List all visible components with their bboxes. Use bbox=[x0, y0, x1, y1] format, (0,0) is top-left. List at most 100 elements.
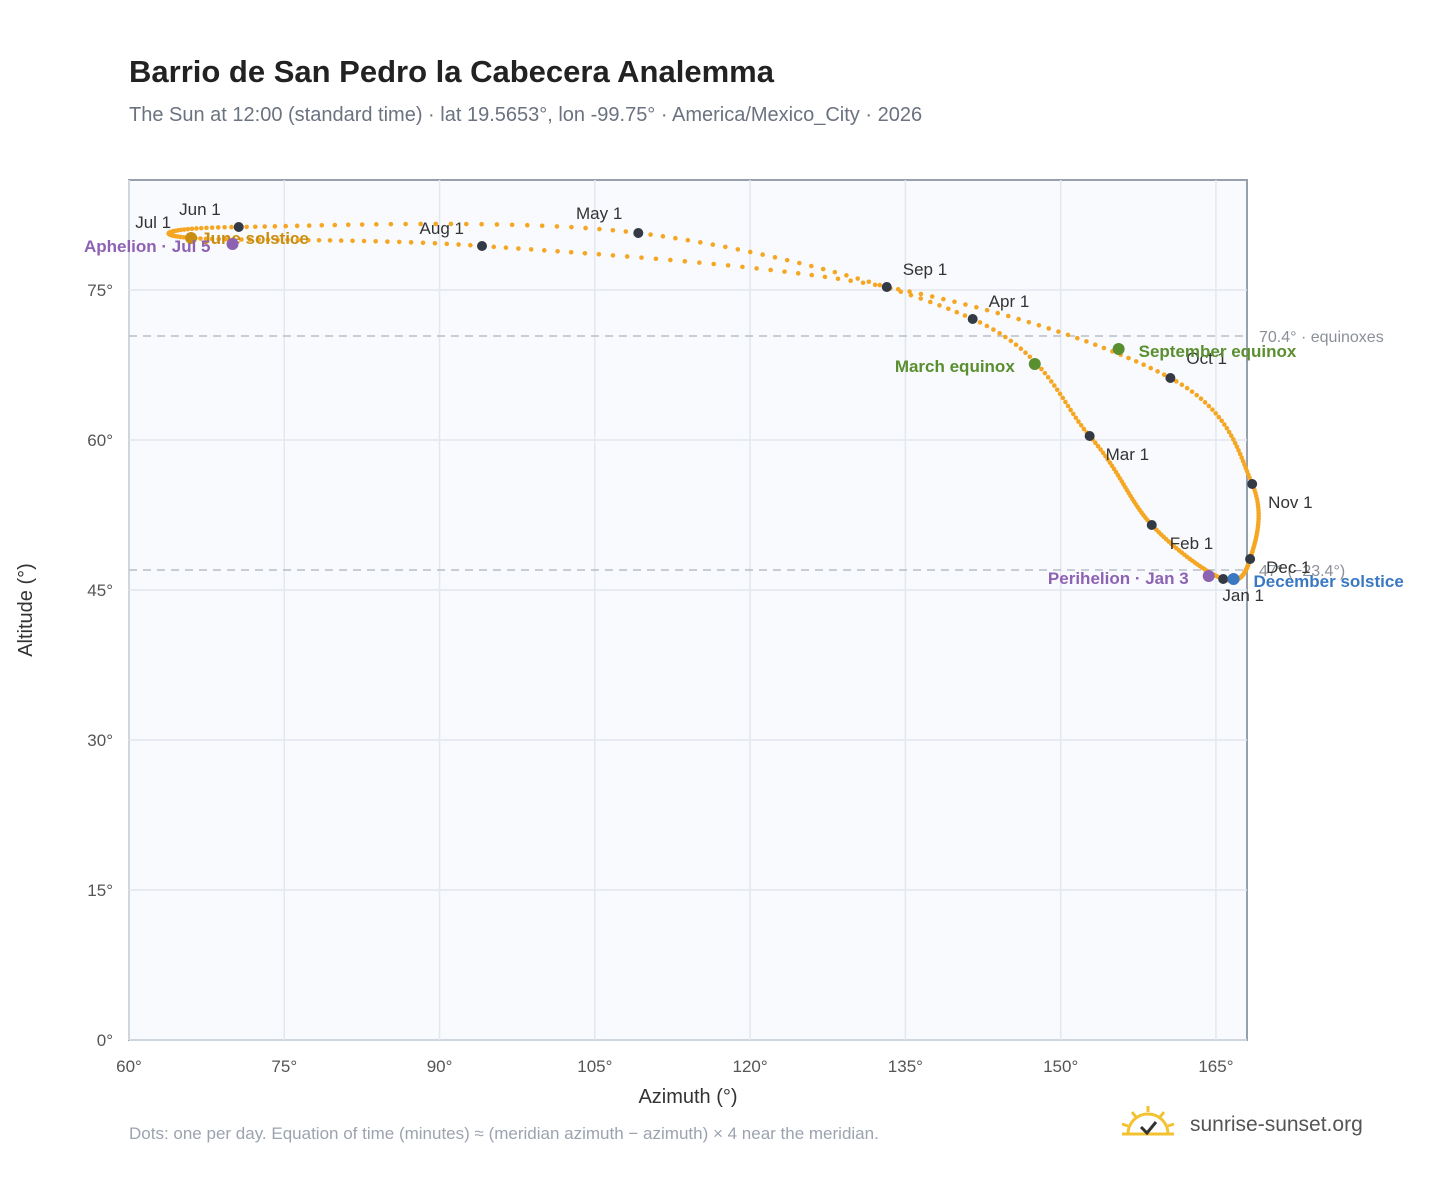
daily-sun-dot bbox=[768, 267, 773, 273]
daily-sun-dot bbox=[1098, 447, 1103, 452]
y-axis-title: Altitude (°) bbox=[15, 563, 37, 657]
daily-sun-dot bbox=[822, 274, 828, 280]
daily-sun-dot bbox=[1105, 457, 1111, 462]
event-label: Perihelion · Jan 3 bbox=[1048, 569, 1189, 588]
daily-sun-dot bbox=[1078, 422, 1084, 428]
daily-sun-dot bbox=[198, 225, 204, 231]
analemma-curve bbox=[166, 221, 1261, 583]
daily-sun-dot bbox=[491, 244, 497, 250]
daily-sun-dot bbox=[1068, 407, 1073, 413]
daily-sun-dot bbox=[1092, 342, 1098, 348]
daily-sun-dot bbox=[907, 289, 912, 294]
daily-sun-dot bbox=[516, 246, 521, 251]
daily-sun-dot bbox=[597, 226, 602, 232]
daily-sun-dot bbox=[528, 247, 534, 252]
reference-line-label: 47° (−23.4°) bbox=[1259, 563, 1345, 580]
daily-sun-dot bbox=[895, 286, 901, 292]
x-tick-label: 150° bbox=[1043, 1057, 1078, 1076]
daily-sun-dot bbox=[1198, 396, 1204, 402]
daily-sun-dot bbox=[1226, 429, 1232, 435]
daily-sun-dot bbox=[327, 238, 333, 243]
plot-area bbox=[128, 179, 1248, 1041]
daily-sun-dot bbox=[848, 278, 853, 284]
daily-sun-dot bbox=[610, 253, 616, 258]
daily-sun-dot bbox=[963, 302, 968, 307]
daily-sun-dot bbox=[229, 224, 234, 230]
daily-sun-dot bbox=[1060, 395, 1066, 401]
daily-sun-dot bbox=[1126, 355, 1131, 361]
daily-sun-dot bbox=[710, 242, 716, 247]
daily-sun-dot bbox=[1081, 426, 1087, 432]
daily-sun-dot bbox=[1093, 440, 1098, 446]
daily-sun-dot bbox=[660, 234, 666, 239]
daily-sun-dot bbox=[1046, 326, 1052, 331]
daily-sun-dot bbox=[639, 255, 644, 260]
daily-sun-dot bbox=[1016, 316, 1021, 322]
event-markers: March equinox September equinox June solst… bbox=[84, 229, 1404, 591]
y-tick-label: 45° bbox=[87, 581, 113, 600]
event-label: June solstice bbox=[201, 229, 309, 248]
daily-sun-dot bbox=[1023, 350, 1028, 356]
daily-sun-dot bbox=[1210, 407, 1215, 412]
daily-sun-dot bbox=[198, 236, 203, 241]
daily-sun-dot bbox=[1005, 313, 1011, 319]
grid-lines bbox=[128, 180, 1247, 1041]
daily-sun-dot bbox=[610, 227, 616, 233]
daily-sun-dot bbox=[723, 244, 728, 250]
daily-sun-dot bbox=[388, 221, 394, 227]
daily-sun-dot bbox=[568, 249, 574, 255]
event-marker bbox=[226, 238, 239, 250]
daily-sun-dot bbox=[937, 303, 942, 308]
daily-sun-dot bbox=[962, 313, 968, 318]
daily-sun-dot bbox=[1076, 419, 1081, 424]
month-label: Oct 1 bbox=[1186, 349, 1227, 368]
daily-sun-dot bbox=[569, 224, 574, 230]
daily-sun-dot bbox=[204, 225, 209, 231]
daily-sun-dot bbox=[1101, 345, 1107, 351]
daily-sun-dot bbox=[1240, 458, 1246, 464]
daily-sun-dot bbox=[433, 221, 439, 227]
month-label: Dec 1 bbox=[1266, 558, 1310, 577]
daily-sun-dot bbox=[1073, 415, 1079, 421]
daily-sun-dot bbox=[872, 282, 878, 288]
brand-logo[interactable]: sunrise-sunset.org bbox=[1120, 1100, 1400, 1150]
daily-sun-dot bbox=[866, 279, 872, 285]
x-tick-label: 165° bbox=[1198, 1057, 1233, 1076]
daily-sun-dot bbox=[1224, 425, 1230, 431]
daily-sun-dot bbox=[294, 223, 300, 229]
daily-sun-dot bbox=[539, 223, 545, 229]
event-label: September equinox bbox=[1139, 342, 1297, 361]
daily-sun-dot bbox=[954, 309, 960, 315]
month-marker bbox=[476, 241, 487, 251]
daily-sun-dot bbox=[215, 225, 221, 230]
daily-sun-dot bbox=[648, 232, 653, 237]
month-marker bbox=[1084, 431, 1095, 441]
daily-sun-dot bbox=[1179, 382, 1185, 387]
month-markers: Jan 1 Feb 1 Mar 1 Apr 1 May 1 Jun 1 Jul 1 Aug 1… bbox=[135, 200, 1312, 605]
daily-sun-dot bbox=[306, 223, 312, 228]
daily-sun-dot bbox=[1054, 387, 1060, 393]
daily-sun-dot bbox=[1184, 385, 1190, 391]
daily-sun-dot bbox=[1027, 354, 1033, 360]
daily-sun-dot bbox=[698, 240, 703, 245]
daily-sun-dot bbox=[725, 263, 731, 268]
daily-sun-dot bbox=[1237, 451, 1243, 457]
daily-sun-dot bbox=[252, 224, 258, 230]
x-axis-title: Azimuth (°) bbox=[638, 1086, 737, 1108]
daily-sun-dot bbox=[385, 239, 390, 244]
daily-sun-dot bbox=[1056, 329, 1061, 334]
event-label: Aphelion · Jul 5 bbox=[84, 237, 211, 256]
month-label: Sep 1 bbox=[903, 260, 947, 279]
daily-sun-dot bbox=[855, 276, 861, 281]
daily-sun-dot bbox=[1103, 453, 1108, 459]
y-tick-label: 0° bbox=[97, 1031, 113, 1050]
daily-sun-dot bbox=[797, 260, 802, 266]
daily-sun-dot bbox=[1026, 319, 1032, 325]
reference-line-label: 70.4° · equinoxes bbox=[1259, 329, 1384, 346]
daily-sun-dot bbox=[1174, 379, 1179, 384]
daily-sun-dot bbox=[784, 257, 790, 263]
x-tick-label: 120° bbox=[733, 1057, 768, 1076]
daily-sun-dot bbox=[772, 255, 778, 260]
daily-sun-dot bbox=[524, 222, 530, 228]
